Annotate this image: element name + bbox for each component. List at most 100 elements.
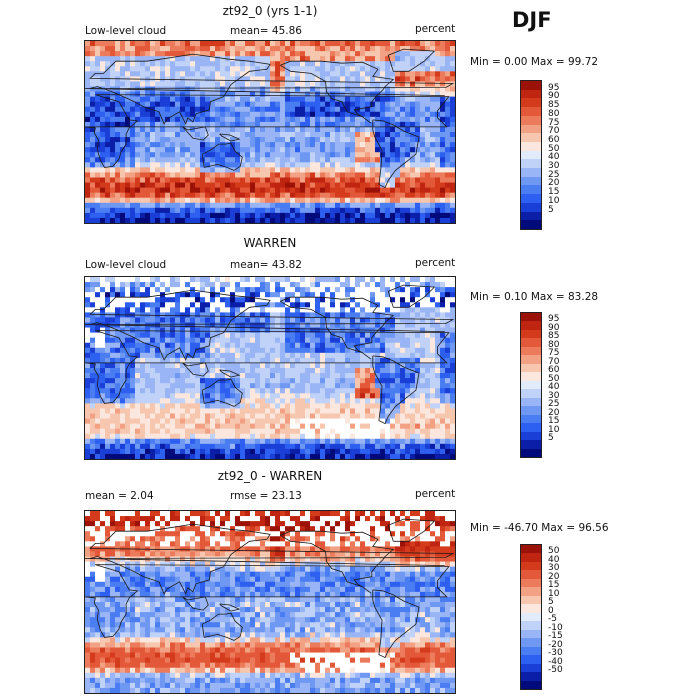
map-cell xyxy=(280,66,286,72)
map-cell xyxy=(120,418,126,425)
map-cell xyxy=(135,418,141,425)
map-cell xyxy=(195,297,201,303)
map-cell xyxy=(190,207,196,214)
map-cell xyxy=(250,317,256,323)
map-cell xyxy=(330,373,336,379)
map-cell xyxy=(340,312,346,318)
map-cell xyxy=(285,418,291,425)
map-cell xyxy=(450,132,455,138)
map-cell xyxy=(195,207,201,214)
map-cell xyxy=(190,76,196,82)
map-cell xyxy=(305,96,311,103)
map-cell xyxy=(440,106,446,113)
map-cell xyxy=(160,207,166,214)
map-cell xyxy=(125,132,131,138)
map-cell xyxy=(135,51,141,57)
map-cell xyxy=(275,423,281,430)
map-cell xyxy=(105,41,111,47)
map-cell xyxy=(250,337,256,344)
map-cell xyxy=(450,337,455,344)
map-cell xyxy=(295,41,301,47)
map-cell xyxy=(380,292,386,298)
map-cell xyxy=(310,207,316,214)
map-cell xyxy=(110,388,116,394)
map-cell xyxy=(390,212,396,219)
map-cell xyxy=(300,111,306,118)
map-cell xyxy=(425,121,431,128)
map-cell xyxy=(105,398,111,404)
map-cell xyxy=(130,277,136,283)
map-cell xyxy=(155,61,161,67)
map-cell xyxy=(400,277,406,283)
map-cell xyxy=(195,327,201,334)
map-cell xyxy=(340,126,346,133)
map-cell xyxy=(385,197,391,204)
map-cell xyxy=(410,297,416,303)
map-cell xyxy=(265,132,271,138)
map-cell xyxy=(100,187,106,194)
map-cell xyxy=(450,147,455,153)
map-cell xyxy=(135,212,141,219)
map-cell xyxy=(225,307,231,313)
map-cell xyxy=(160,96,166,103)
map-cell xyxy=(185,287,191,293)
map-cell xyxy=(260,192,266,199)
map-cell xyxy=(205,378,211,384)
map-cell xyxy=(140,132,146,138)
map-cell xyxy=(345,96,351,103)
map-cell xyxy=(180,357,186,364)
map-cell xyxy=(310,162,316,168)
map-cell xyxy=(135,327,141,334)
map-cell xyxy=(275,81,281,87)
map-cell xyxy=(275,287,281,293)
map-cell xyxy=(380,413,386,419)
map-cell xyxy=(380,423,386,430)
map-cell xyxy=(105,378,111,384)
panel-2-map-svg xyxy=(85,277,455,459)
map-cell xyxy=(405,368,411,374)
map-cell xyxy=(340,388,346,394)
map-cell xyxy=(420,111,426,118)
map-cell xyxy=(300,76,306,82)
map-cell xyxy=(245,207,251,214)
map-cell xyxy=(280,197,286,204)
map-cell xyxy=(120,277,126,283)
map-cell xyxy=(390,172,396,178)
map-cell xyxy=(170,81,176,87)
map-cell xyxy=(220,413,226,419)
map-cell xyxy=(400,192,406,199)
map-cell xyxy=(400,388,406,394)
map-cell xyxy=(270,182,276,189)
map-cell xyxy=(335,373,341,379)
map-cell xyxy=(275,307,281,313)
map-cell xyxy=(285,393,291,399)
map-cell xyxy=(410,71,416,77)
map-cell xyxy=(450,212,455,219)
map-cell xyxy=(270,132,276,138)
map-cell xyxy=(180,187,186,194)
map-cell xyxy=(100,132,106,138)
map-cell xyxy=(170,111,176,118)
map-cell xyxy=(285,317,291,323)
map-cell xyxy=(180,162,186,168)
map-cell xyxy=(165,157,171,163)
map-cell xyxy=(365,383,371,389)
map-cell xyxy=(355,297,361,303)
map-cell xyxy=(160,172,166,178)
map-cell xyxy=(95,202,101,209)
map-cell xyxy=(360,413,366,419)
map-cell xyxy=(355,81,361,87)
map-cell xyxy=(105,56,111,62)
map-cell xyxy=(250,342,256,349)
map-cell xyxy=(290,332,296,339)
map-cell xyxy=(390,368,396,374)
map-cell xyxy=(130,388,136,394)
map-cell xyxy=(140,197,146,204)
map-cell xyxy=(340,332,346,339)
map-cell xyxy=(420,162,426,168)
map-cell xyxy=(330,147,336,153)
map-cell xyxy=(425,111,431,118)
map-cell xyxy=(245,172,251,178)
map-cell xyxy=(330,101,336,108)
map-cell xyxy=(320,51,326,57)
